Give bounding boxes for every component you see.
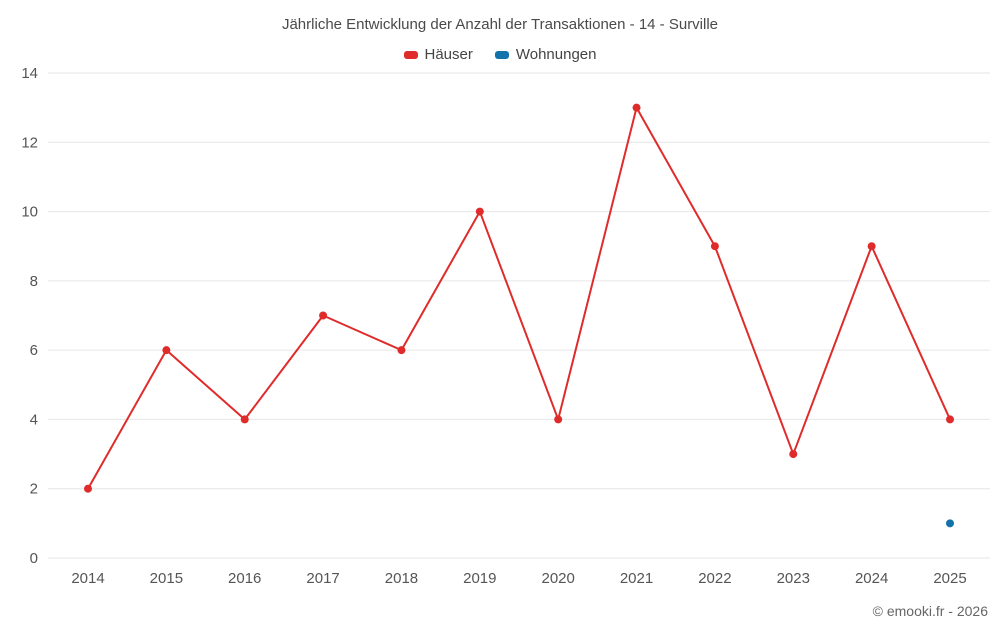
y-tick-label: 10 — [21, 204, 38, 221]
x-tick-label: 2016 — [228, 570, 261, 587]
data-point-hauser — [710, 242, 719, 251]
x-tick-label: 2020 — [541, 570, 574, 587]
data-point-hauser — [319, 311, 328, 320]
y-tick-label: 14 — [21, 65, 38, 82]
x-tick-label: 2018 — [385, 570, 418, 587]
y-tick-label: 2 — [30, 481, 38, 498]
y-tick-label: 8 — [30, 273, 38, 290]
data-point-hauser — [84, 484, 92, 493]
x-tick-label: 2023 — [777, 570, 810, 587]
data-point-hauser — [789, 450, 798, 459]
x-tick-label: 2022 — [698, 570, 731, 587]
legend-label-wohnungen: Wohnungen — [515, 46, 597, 63]
x-tick-label: 2015 — [150, 570, 183, 587]
x-tick-label: 2017 — [306, 570, 339, 587]
chart-title: Jährliche Entwicklung der Anzahl der Tra… — [281, 16, 719, 33]
data-point-wohnungen — [946, 519, 954, 528]
data-point-hauser — [946, 415, 954, 424]
y-tick-label: 6 — [30, 342, 38, 359]
x-tick-label: 2019 — [463, 570, 496, 587]
x-tick-label: 2021 — [620, 570, 653, 587]
x-tick-label: 2014 — [71, 570, 104, 587]
copyright-text: © emooki.fr - 2026 — [872, 603, 988, 619]
y-tick-label: 0 — [30, 550, 38, 567]
legend-item-hauser[interactable]: Häuser — [403, 46, 473, 63]
y-tick-label: 4 — [30, 411, 38, 428]
data-point-hauser — [475, 207, 484, 216]
legend-item-wohnungen[interactable]: Wohnungen — [494, 46, 597, 63]
y-tick-label: 12 — [21, 134, 38, 151]
legend-swatch-hauser — [403, 50, 418, 59]
x-tick-label: 2024 — [855, 570, 888, 587]
data-point-hauser — [162, 346, 171, 355]
chart-legend: Häuser Wohnungen — [0, 46, 1000, 63]
data-point-hauser — [240, 415, 249, 424]
data-point-hauser — [867, 242, 876, 251]
legend-swatch-wohnungen — [494, 50, 509, 59]
x-tick-label: 2025 — [933, 570, 966, 587]
data-point-hauser — [632, 103, 641, 112]
legend-label-hauser: Häuser — [424, 46, 473, 63]
data-point-hauser — [397, 346, 406, 355]
series-line-hauser — [87, 106, 951, 490]
data-point-hauser — [554, 415, 563, 424]
